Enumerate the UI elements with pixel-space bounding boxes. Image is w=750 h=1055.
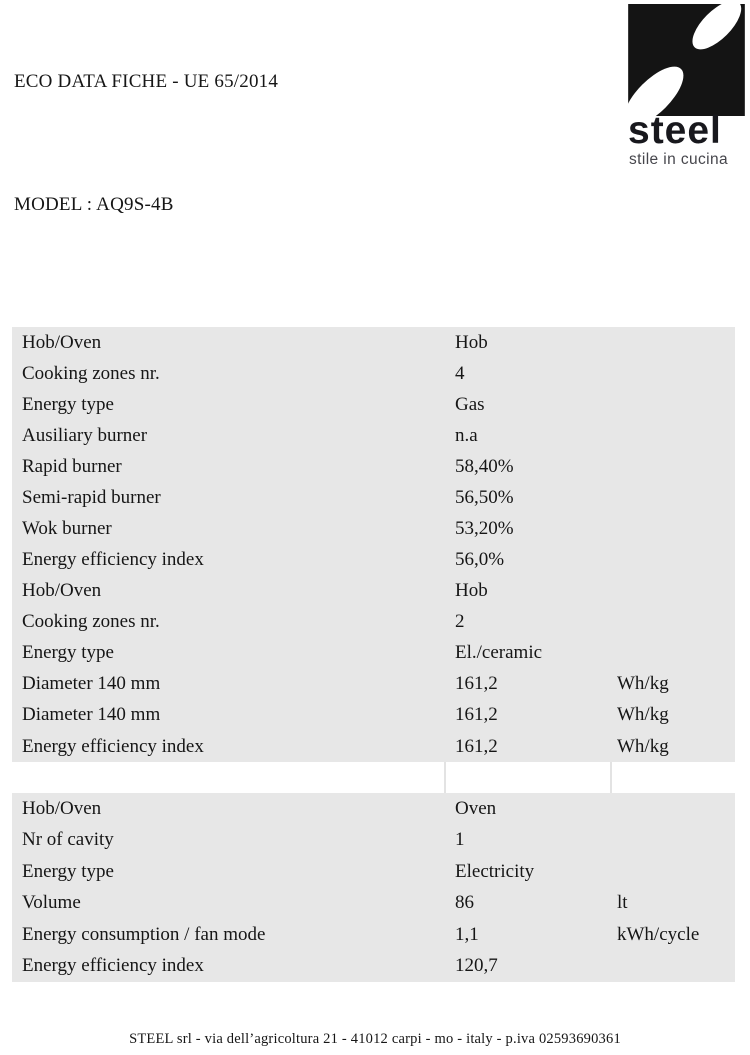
table-row: Rapid burner 58,40% (12, 451, 735, 482)
table-row: Nr of cavity 1 (12, 825, 735, 857)
column-divider (444, 762, 446, 793)
brand-tagline: stile in cucina (629, 151, 729, 168)
spec-unit: Wh/kg (617, 735, 669, 757)
spec-label: Energy type (22, 393, 114, 415)
spec-label: Nr of cavity (22, 829, 114, 851)
table-row: Cooking zones nr. 4 (12, 358, 735, 389)
spec-value: 120,7 (455, 955, 498, 977)
column-divider (610, 762, 612, 793)
spec-unit: Wh/kg (617, 704, 669, 726)
spec-label: Energy consumption / fan mode (22, 923, 266, 945)
table-row: Cooking zones nr. 2 (12, 607, 735, 638)
spec-label: Wok burner (22, 518, 112, 539)
table-row: Diameter 140 mm 161,2 Wh/kg (12, 700, 735, 731)
spec-value: 2 (455, 611, 465, 633)
spec-label: Cooking zones nr. (22, 611, 160, 633)
spec-value: Gas (455, 393, 485, 415)
spec-label: Energy type (22, 860, 114, 882)
spec-label: Hob/Oven (22, 797, 102, 819)
table-row: Hob/Oven Oven (12, 793, 735, 825)
model-label: MODEL : AQ9S-4B (14, 194, 174, 215)
spec-value: Hob (455, 331, 488, 353)
spec-value: n.a (455, 424, 478, 446)
brand-wordmark: steel (628, 109, 722, 152)
spec-value: El./ceramic (455, 642, 543, 664)
table-row: Energy efficiency index 120,7 (12, 951, 735, 983)
spec-value: 58,40% (455, 455, 514, 477)
spec-unit: lt (617, 892, 628, 914)
spec-value: 86 (455, 892, 474, 914)
spec-value: 56,0% (455, 549, 505, 571)
spec-value: 56,50% (455, 486, 514, 508)
spec-value: Oven (455, 797, 497, 819)
spec-unit: Wh/kg (617, 673, 669, 695)
spec-value: 161,2 (455, 704, 498, 726)
spec-label: Hob/Oven (22, 331, 102, 353)
table-row: Volume 86 lt (12, 888, 735, 920)
spec-label: Semi-rapid burner (22, 486, 161, 508)
spec-value: 1,1 (455, 923, 479, 945)
spec-unit: kWh/cycle (617, 923, 700, 945)
spec-label: Ausiliary burner (22, 424, 148, 446)
spec-label: Diameter 140 mm (22, 673, 161, 695)
spec-table-oven: Hob/Oven Oven Nr of cavity 1 Energy type… (12, 793, 735, 982)
table-row: Energy efficiency index 161,2 Wh/kg (12, 731, 735, 762)
spec-label: Volume (22, 892, 81, 914)
table-row: Energy consumption / fan mode 1,1 kWh/cy… (12, 919, 735, 951)
spec-value: Electricity (455, 860, 535, 882)
table-row: Energy type El./ceramic (12, 638, 735, 669)
spec-value: 53,20% (455, 518, 514, 539)
spec-table-hob: Hob/Oven Hob Cooking zones nr. 4 Energy … (12, 327, 735, 762)
brand-logo: steel stile in cucina (628, 4, 750, 169)
spec-value: 161,2 (455, 673, 498, 695)
steel-logo-icon (628, 4, 745, 116)
spec-value: Hob (455, 580, 488, 602)
spec-value: 161,2 (455, 735, 498, 757)
spec-label: Energy efficiency index (22, 549, 204, 571)
spec-label: Cooking zones nr. (22, 362, 160, 384)
table-row: Energy efficiency index 56,0% (12, 545, 735, 576)
table-row: Energy type Electricity (12, 856, 735, 888)
table-row: Diameter 140 mm 161,2 Wh/kg (12, 669, 735, 700)
table-row: Hob/Oven Hob (12, 576, 735, 607)
table-row: Semi-rapid burner 56,50% (12, 482, 735, 513)
table-row: Energy type Gas (12, 389, 735, 420)
spec-label: Rapid burner (22, 455, 122, 477)
footer-text: STEEL srl - via dell’agricoltura 21 - 41… (129, 1031, 621, 1047)
spec-label: Diameter 140 mm (22, 704, 161, 726)
spec-value: 4 (455, 362, 465, 384)
spec-value: 1 (455, 829, 465, 851)
table-row: Hob/Oven Hob (12, 327, 735, 358)
spec-label: Energy efficiency index (22, 955, 204, 977)
spec-label: Energy efficiency index (22, 735, 204, 757)
table-row: Ausiliary burner n.a (12, 420, 735, 451)
table-row: Wok burner 53,20% (12, 513, 735, 544)
spec-label: Energy type (22, 642, 114, 664)
document-title: ECO DATA FICHE - UE 65/2014 (14, 71, 279, 92)
spec-label: Hob/Oven (22, 580, 102, 602)
